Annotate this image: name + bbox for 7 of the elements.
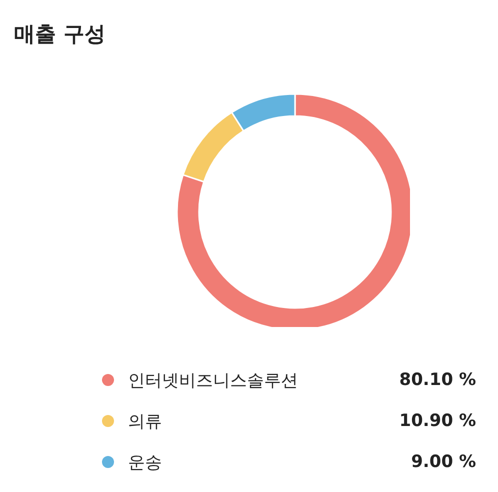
chart-title: 매출 구성 xyxy=(14,21,106,48)
data-label: 10.90 % xyxy=(399,411,476,431)
data-label: 9.00 % xyxy=(411,452,476,472)
data-label: 80.10 % xyxy=(399,370,476,390)
legend-label: 의류 xyxy=(128,410,163,432)
legend-label: 인터넷비즈니스솔루션 xyxy=(128,370,299,392)
legend-label: 운송 xyxy=(128,452,163,474)
